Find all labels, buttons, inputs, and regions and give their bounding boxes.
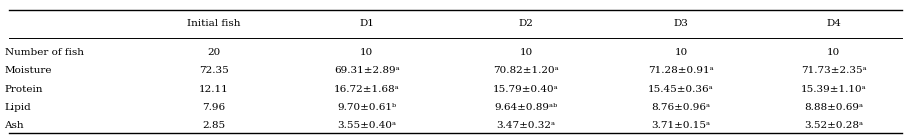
Text: 3.55±0.40ᵃ: 3.55±0.40ᵃ xyxy=(337,121,396,130)
Text: D1: D1 xyxy=(359,19,374,28)
Text: 10: 10 xyxy=(674,48,688,57)
Text: Protein: Protein xyxy=(5,85,43,94)
Text: 71.73±2.35ᵃ: 71.73±2.35ᵃ xyxy=(801,66,866,75)
Text: Lipid: Lipid xyxy=(5,103,31,112)
Text: 9.64±0.89ᵃᵇ: 9.64±0.89ᵃᵇ xyxy=(495,103,558,112)
Text: 2.85: 2.85 xyxy=(202,121,226,130)
Text: 20: 20 xyxy=(208,48,220,57)
Text: 69.31±2.89ᵃ: 69.31±2.89ᵃ xyxy=(333,66,400,75)
Text: Initial fish: Initial fish xyxy=(188,19,241,28)
Text: D3: D3 xyxy=(673,19,689,28)
Text: 8.76±0.96ᵃ: 8.76±0.96ᵃ xyxy=(651,103,711,112)
Text: 3.52±0.28ᵃ: 3.52±0.28ᵃ xyxy=(804,121,863,130)
Text: D2: D2 xyxy=(518,19,534,28)
Text: 10: 10 xyxy=(360,48,374,57)
Text: 15.45±0.36ᵃ: 15.45±0.36ᵃ xyxy=(648,85,714,94)
Text: D4: D4 xyxy=(826,19,841,28)
Text: 7.96: 7.96 xyxy=(202,103,226,112)
Text: 9.70±0.61ᵇ: 9.70±0.61ᵇ xyxy=(337,103,396,112)
Text: 72.35: 72.35 xyxy=(200,66,229,75)
Text: 12.11: 12.11 xyxy=(200,85,229,94)
Text: Moisture: Moisture xyxy=(5,66,52,75)
Text: 3.47±0.32ᵃ: 3.47±0.32ᵃ xyxy=(496,121,556,130)
Text: 8.88±0.69ᵃ: 8.88±0.69ᵃ xyxy=(804,103,863,112)
Text: Ash: Ash xyxy=(5,121,25,130)
Text: 3.71±0.15ᵃ: 3.71±0.15ᵃ xyxy=(651,121,711,130)
Text: 71.28±0.91ᵃ: 71.28±0.91ᵃ xyxy=(648,66,714,75)
Text: 16.72±1.68ᵃ: 16.72±1.68ᵃ xyxy=(333,85,400,94)
Text: 10: 10 xyxy=(519,48,533,57)
Text: Number of fish: Number of fish xyxy=(5,48,84,57)
Text: 15.39±1.10ᵃ: 15.39±1.10ᵃ xyxy=(801,85,866,94)
Text: 15.79±0.40ᵃ: 15.79±0.40ᵃ xyxy=(493,85,559,94)
Text: 70.82±1.20ᵃ: 70.82±1.20ᵃ xyxy=(493,66,559,75)
Text: 10: 10 xyxy=(827,48,840,57)
